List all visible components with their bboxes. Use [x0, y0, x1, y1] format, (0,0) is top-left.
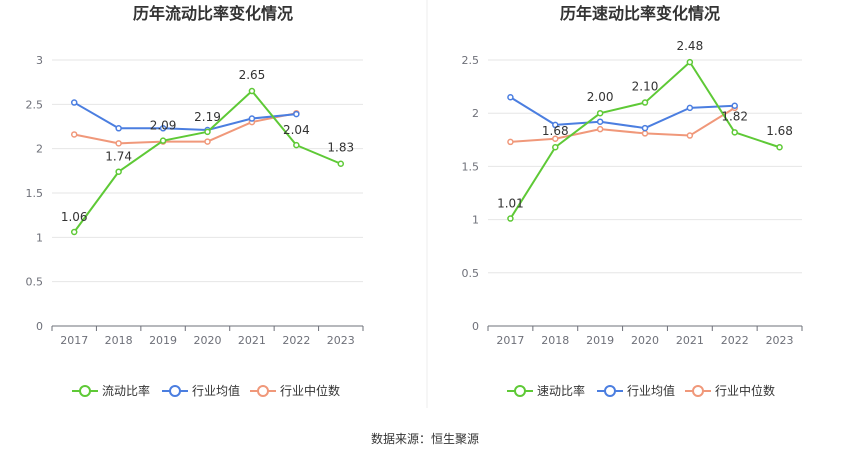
x-tick-label: 2019 [586, 334, 614, 347]
y-tick-label: 2.5 [462, 54, 480, 67]
legend-label: 行业均值 [192, 383, 240, 398]
data-label: 1.74 [105, 150, 132, 164]
x-tick-label: 2018 [105, 334, 133, 347]
legend-marker [692, 385, 704, 397]
main-series-point [552, 143, 559, 151]
x-tick-label: 2021 [676, 334, 704, 347]
legend-label: 行业中位数 [280, 383, 340, 398]
industry-average-series-point [507, 93, 514, 101]
industry-average-series-point [293, 110, 300, 118]
data-label: 1.01 [497, 197, 524, 211]
legend-label: 行业均值 [627, 383, 675, 398]
industry-median-series-point [686, 132, 694, 139]
legend-marker [257, 385, 269, 397]
quick-ratio-chart: 历年速动比率变化情况 0 0.5 1 1.5 2 2.5 2017 2018 2019 2020 20… [462, 4, 803, 398]
x-tick-label: 2020 [194, 334, 222, 347]
main-series-point [159, 137, 167, 144]
y-tick-label: 2 [36, 143, 43, 156]
data-label: 2.00 [587, 90, 614, 104]
industry-median-series-point [204, 138, 211, 145]
y-tick-label: 0.5 [26, 276, 44, 289]
industry-average-series-point [731, 102, 738, 110]
chart-title: 历年速动比率变化情况 [560, 4, 720, 23]
legend-marker [169, 385, 181, 397]
y-tick-label: 1 [36, 231, 43, 244]
data-label: 2.65 [239, 68, 266, 82]
y-tick-label: 2 [472, 107, 479, 120]
x-tick-label: 2017 [60, 334, 88, 347]
data-label: 1.83 [327, 141, 354, 155]
legend-label: 流动比率 [102, 383, 150, 398]
data-label: 2.10 [632, 80, 659, 94]
industry-average-series-point [159, 125, 167, 132]
industry-average-series-line [73, 101, 297, 132]
data-label: 2.19 [194, 110, 221, 124]
x-tick-label: 2022 [282, 334, 310, 347]
industry-median-series-line [74, 112, 297, 145]
industry-average-series-line [509, 96, 735, 130]
main-series-point [776, 143, 783, 151]
y-tick-label: 1 [472, 214, 479, 227]
x-tick-label: 2021 [238, 334, 266, 347]
x-tick-label: 2023 [766, 334, 794, 347]
industry-average-series-point [115, 125, 122, 132]
y-tick-label: 2.5 [26, 98, 44, 111]
x-tick-label: 2018 [541, 334, 569, 347]
y-tick-label: 3 [36, 54, 43, 67]
industry-median-series-point [70, 131, 78, 138]
x-tick-label: 2020 [631, 334, 659, 347]
main-series-point [337, 160, 345, 167]
data-label: 2.48 [676, 39, 703, 53]
data-label: 1.68 [542, 124, 569, 138]
legend-marker [514, 385, 526, 397]
legend-marker [79, 385, 91, 397]
main-series-point [641, 99, 649, 106]
legend-label: 速动比率 [537, 383, 585, 398]
y-tick-label: 0.5 [462, 267, 480, 280]
chart-title: 历年流动比率变化情况 [133, 4, 293, 23]
industry-median-series-point [115, 140, 122, 147]
x-tick-label: 2023 [327, 334, 355, 347]
data-label: 1.06 [61, 210, 88, 224]
main-series-point [596, 109, 604, 117]
industry-average-series-point [596, 118, 604, 125]
main-series-point [293, 141, 300, 149]
industry-median-series-line [510, 107, 736, 143]
main-series-point [115, 168, 122, 175]
industry-median-series-point [596, 125, 604, 133]
x-tick-label: 2019 [149, 334, 177, 347]
legend-label: 行业中位数 [715, 383, 775, 398]
industry-median-series-point [552, 135, 559, 142]
data-label: 2.09 [150, 119, 177, 133]
industry-average-series-point [686, 104, 694, 112]
main-series-point [731, 129, 738, 136]
y-tick-label: 0 [472, 320, 479, 333]
main-series-point [204, 128, 211, 136]
industry-median-series-point [641, 130, 649, 137]
x-tick-label: 2017 [496, 334, 524, 347]
industry-average-series-point [248, 115, 256, 122]
main-series-point [686, 58, 694, 66]
y-tick-label: 1.5 [462, 160, 480, 173]
main-series-point [70, 228, 78, 236]
data-label: 1.82 [721, 109, 748, 123]
y-tick-label: 0 [36, 320, 43, 333]
source-note: 数据来源：恒生聚源 [371, 431, 479, 446]
main-series-point [507, 215, 514, 222]
data-label: 2.04 [283, 123, 310, 137]
y-tick-label: 1.5 [26, 187, 44, 200]
industry-average-series-point [70, 99, 78, 106]
industry-median-series-point [507, 138, 514, 146]
main-series-point [248, 87, 256, 95]
legend-marker [604, 385, 616, 397]
x-tick-label: 2022 [721, 334, 749, 347]
data-label: 1.68 [766, 124, 793, 138]
industry-average-series-point [641, 124, 649, 132]
current-ratio-chart: 历年流动比率变化情况 0 0.5 1 1.5 2 2.5 3 2017 2018 2019 2020 2… [26, 4, 364, 398]
industry-average-series-point [552, 121, 559, 129]
